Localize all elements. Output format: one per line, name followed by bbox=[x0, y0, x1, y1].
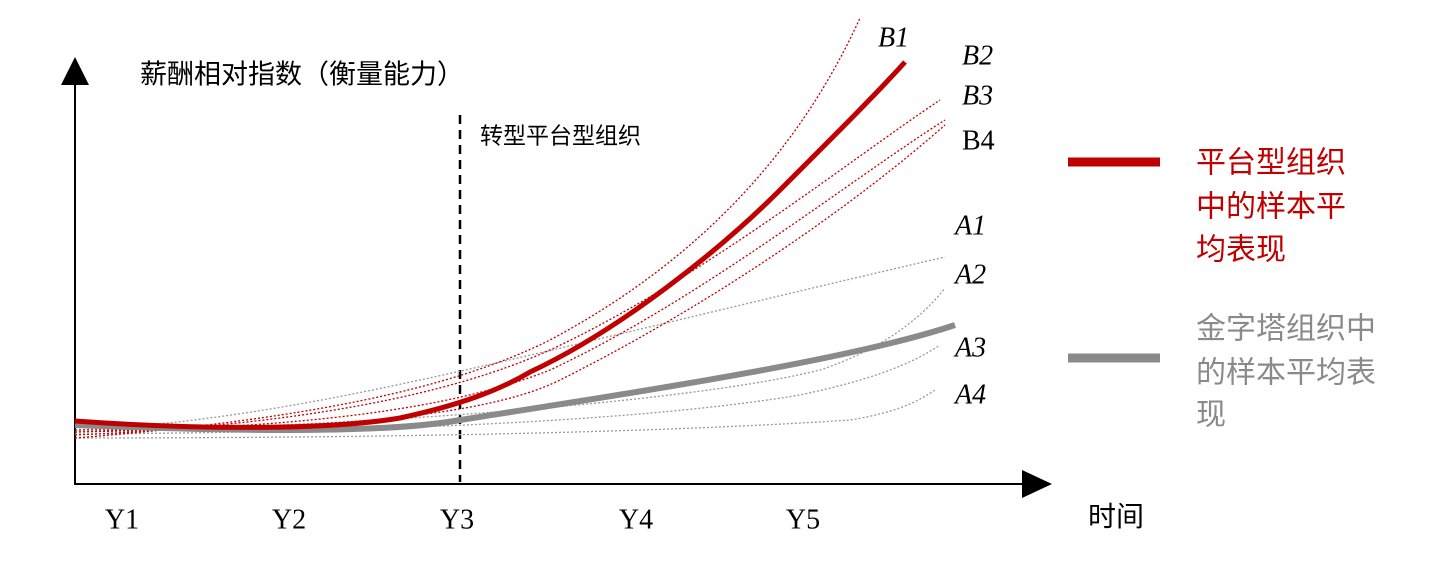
a1-curve bbox=[74, 256, 946, 431]
a3-curve bbox=[74, 344, 941, 435]
b-curves bbox=[74, 17, 946, 439]
b4-curve bbox=[74, 124, 946, 431]
legend-text: 现 bbox=[1196, 398, 1226, 433]
legend-text: 的样本平均表 bbox=[1196, 356, 1376, 391]
x-arrow bbox=[1022, 470, 1052, 498]
curve-label: A1 bbox=[953, 210, 986, 241]
legend-text: 中的样本平 bbox=[1196, 190, 1346, 225]
curve-label: B2 bbox=[962, 40, 993, 71]
b2-curve bbox=[74, 99, 941, 436]
y-axis-label: 薪酬相对指数（衡量能力） bbox=[140, 60, 464, 91]
x-label: Y4 bbox=[619, 504, 653, 535]
annotation: 转型平台型组织 bbox=[480, 124, 641, 150]
b1-curve bbox=[74, 17, 861, 439]
x-axis-label: 时间 bbox=[1088, 500, 1144, 533]
platform-average bbox=[74, 60, 907, 430]
a4-curve bbox=[74, 389, 936, 439]
curve-label: B1 bbox=[878, 22, 909, 53]
curve-label: B4 bbox=[962, 125, 995, 156]
y-arrow bbox=[61, 57, 89, 85]
curve-label: B3 bbox=[962, 80, 993, 111]
curve-label: A2 bbox=[953, 259, 986, 290]
legend-text: 金字塔组织中 bbox=[1196, 312, 1376, 347]
b3-curve bbox=[74, 119, 946, 433]
x-label: Y3 bbox=[440, 504, 474, 535]
x-label: Y5 bbox=[786, 504, 820, 535]
x-label: Y1 bbox=[105, 504, 139, 535]
x-label: Y2 bbox=[272, 504, 306, 535]
legend-text: 均表现 bbox=[1196, 233, 1286, 268]
curve-label: A3 bbox=[953, 332, 986, 363]
legend-text: 平台型组织 bbox=[1196, 146, 1346, 181]
curve-label: A4 bbox=[953, 379, 986, 410]
